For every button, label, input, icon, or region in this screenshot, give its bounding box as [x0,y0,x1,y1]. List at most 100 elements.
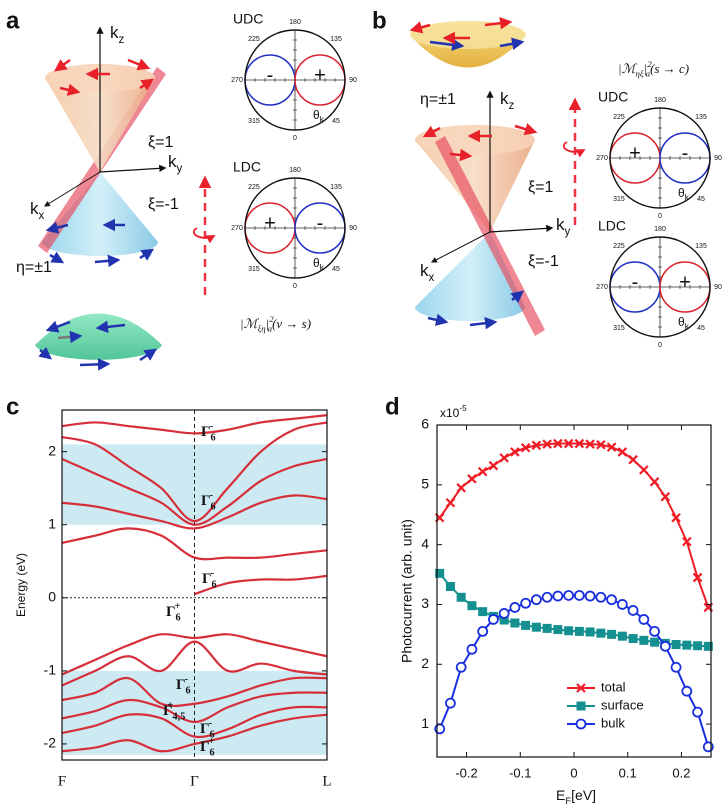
point-marker [446,582,455,591]
point-marker [575,627,584,636]
point-marker [586,627,595,636]
axis-label-part: z [509,100,515,112]
y-tick-label: 5 [421,476,429,492]
point-marker [672,640,681,649]
point-marker [650,627,659,636]
state-label-part: + [175,601,181,612]
polar-angle-label: 45 [332,118,340,125]
axis-label: kz [110,23,125,46]
polar-angle-label: 45 [332,266,340,273]
point-marker [564,626,573,635]
lobe-sign: - [267,64,274,86]
polar-angle-symbol-part: k [685,193,690,202]
point-marker [596,593,605,602]
point-marker [521,599,530,608]
polar-angle-label: 180 [654,97,666,104]
point-marker [672,514,680,522]
point-marker [532,595,541,604]
y-tick-label: 1 [48,515,56,531]
polar-angle-label: 0 [293,283,297,290]
axis-label-part: x [429,272,435,284]
y-tick-label: 3 [421,595,429,611]
polar-angle-label: 135 [695,114,707,121]
state-label-part: + [167,700,173,711]
lobe-sign: - [632,271,639,293]
point-marker [500,609,509,618]
lobe-sign: + [679,271,691,293]
polar-angle-label: 315 [613,196,625,203]
point-marker [478,627,487,636]
y-axis-label: Energy (eV) [14,553,28,617]
panel-letter: a [6,7,20,34]
point-marker [543,624,552,633]
axis-label-part: y [177,163,183,175]
polar-angle-symbol-part: k [320,115,325,124]
state-label-part: 6 [211,433,216,444]
point-marker [629,634,638,643]
y-tick-label: -1 [44,662,57,678]
band-index-label: ξ=1 [528,179,554,196]
panel-letter: d [385,393,400,420]
legend-label: total [601,679,626,694]
point-marker [639,636,648,645]
x-tick-label: 0.1 [619,765,637,780]
valley-label: η=±1 [420,91,456,108]
point-marker [693,708,702,717]
polar-angle-label: 90 [714,155,722,162]
polar-angle-label: 0 [658,342,662,349]
axis-label: ky [556,215,571,238]
point-marker [618,600,627,609]
y-tick-label: 2 [48,442,56,458]
polar-angle-label: 315 [613,325,625,332]
point-marker [446,699,455,708]
polar-angle-symbol: θk [678,186,690,202]
x-tick-label: F [58,773,66,789]
point-marker [510,603,519,612]
polar-angle-label: 180 [289,19,301,26]
y-exponent: x10-5 [440,404,467,420]
axis-label-part: z [119,34,125,46]
state-label-part: - [185,674,189,685]
state-label: Γ6+ [200,736,215,758]
point-marker [468,475,476,483]
matrix-element-formula-part: ηξ [635,69,643,79]
state-label-part: 6 [212,580,217,591]
state-label: Γ6+ [166,601,181,623]
polar-angle-label: 90 [349,77,357,84]
point-marker [661,493,669,501]
point-marker [489,615,498,624]
point-marker [577,720,586,729]
lobe-sign: + [314,64,326,86]
x-tick-label: -0.2 [455,765,477,780]
point-marker [682,687,691,696]
point-marker [672,663,681,672]
polar-angle-symbol: θk [678,315,690,331]
y-tick-label: 6 [421,416,429,432]
y-tick-label: -2 [44,735,57,751]
x-axis-label-part: [eV] [571,787,596,803]
polar-title: UDC [598,89,628,105]
lobe-sign: + [629,142,641,164]
point-marker [639,615,648,624]
band-index-label: ξ=-1 [148,196,179,213]
axis-label: kx [420,261,435,284]
panel-letter: b [372,7,387,34]
point-marker [651,478,659,486]
band-index-label: ξ=-1 [528,253,559,270]
figure: akzkykxξ=1ξ=-1η=±1|ℳξη|2a(v → s)UDC-+180… [0,0,726,809]
y-tick-label: 1 [421,715,429,731]
state-label-part: - [211,568,215,579]
lobe-sign: - [682,142,689,164]
band-index-label: ξ=1 [148,134,174,151]
panel-b-diagram [410,21,584,336]
point-marker [629,456,637,464]
polar-angle-label: 225 [248,184,260,191]
point-marker [682,641,691,650]
polar-angle-label: 45 [697,325,705,332]
polar-angle-label: 270 [596,284,608,291]
point-marker [510,619,519,628]
state-label-part: 6 [211,502,216,513]
polar-angle-label: 270 [231,225,243,232]
point-marker [575,591,584,600]
state-label: Γ6- [201,421,216,443]
